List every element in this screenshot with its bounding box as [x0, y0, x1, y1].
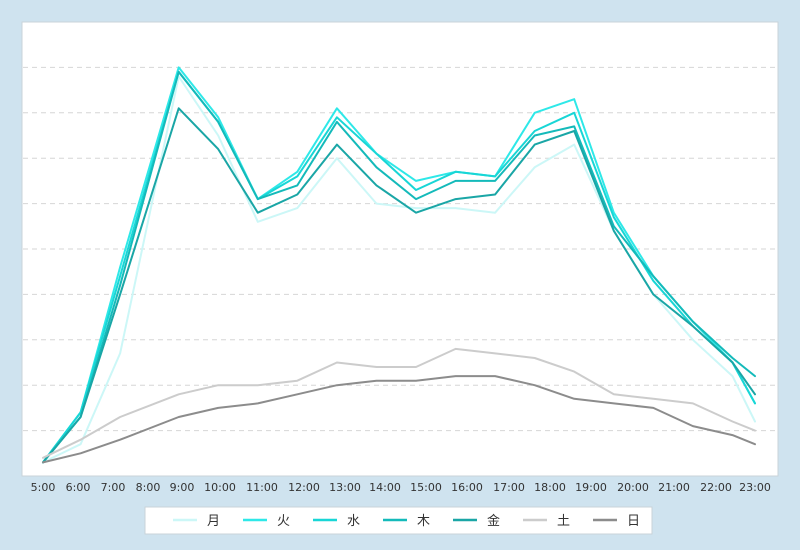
x-tick-label: 6:00 [66, 481, 91, 494]
x-tick-label: 17:00 [493, 481, 525, 494]
legend-label: 火 [277, 514, 290, 529]
x-tick-label: 11:00 [246, 481, 278, 494]
x-tick-label: 15:00 [410, 481, 442, 494]
series-line [42, 375, 756, 464]
series-line [42, 347, 756, 459]
series-line [42, 70, 756, 464]
legend: 月火水木金土日 [144, 506, 653, 535]
legend-label: 水 [347, 514, 360, 529]
plot-area [21, 21, 779, 477]
x-tick-label: 10:00 [204, 481, 236, 494]
x-tick-label: 14:00 [369, 481, 401, 494]
x-tick-label: 20:00 [617, 481, 649, 494]
legend-label: 土 [557, 514, 570, 529]
x-tick-label: 23:00 [739, 481, 771, 494]
x-axis-tick-labels: 5:00 6:00 7:00 8:00 9:00 10:00 11:00 12:00 13:00… [31, 481, 771, 494]
series-lines [42, 66, 756, 464]
legend-label: 金 [487, 513, 500, 529]
x-tick-label: 9:00 [170, 481, 195, 494]
x-tick-label: 13:00 [329, 481, 361, 494]
series-line [42, 107, 756, 464]
x-tick-label: 5:00 [31, 481, 56, 494]
x-tick-label: 18:00 [534, 481, 566, 494]
legend-label: 木 [417, 514, 430, 529]
x-tick-label: 21:00 [658, 481, 690, 494]
x-tick-label: 7:00 [101, 481, 126, 494]
x-tick-label: 19:00 [575, 481, 607, 494]
legend-label: 日 [627, 514, 640, 529]
x-tick-label: 16:00 [451, 481, 483, 494]
x-tick-label: 8:00 [136, 481, 161, 494]
legend-label: 月 [207, 514, 220, 529]
x-tick-label: 22:00 [700, 481, 732, 494]
x-tick-label: 12:00 [288, 481, 320, 494]
